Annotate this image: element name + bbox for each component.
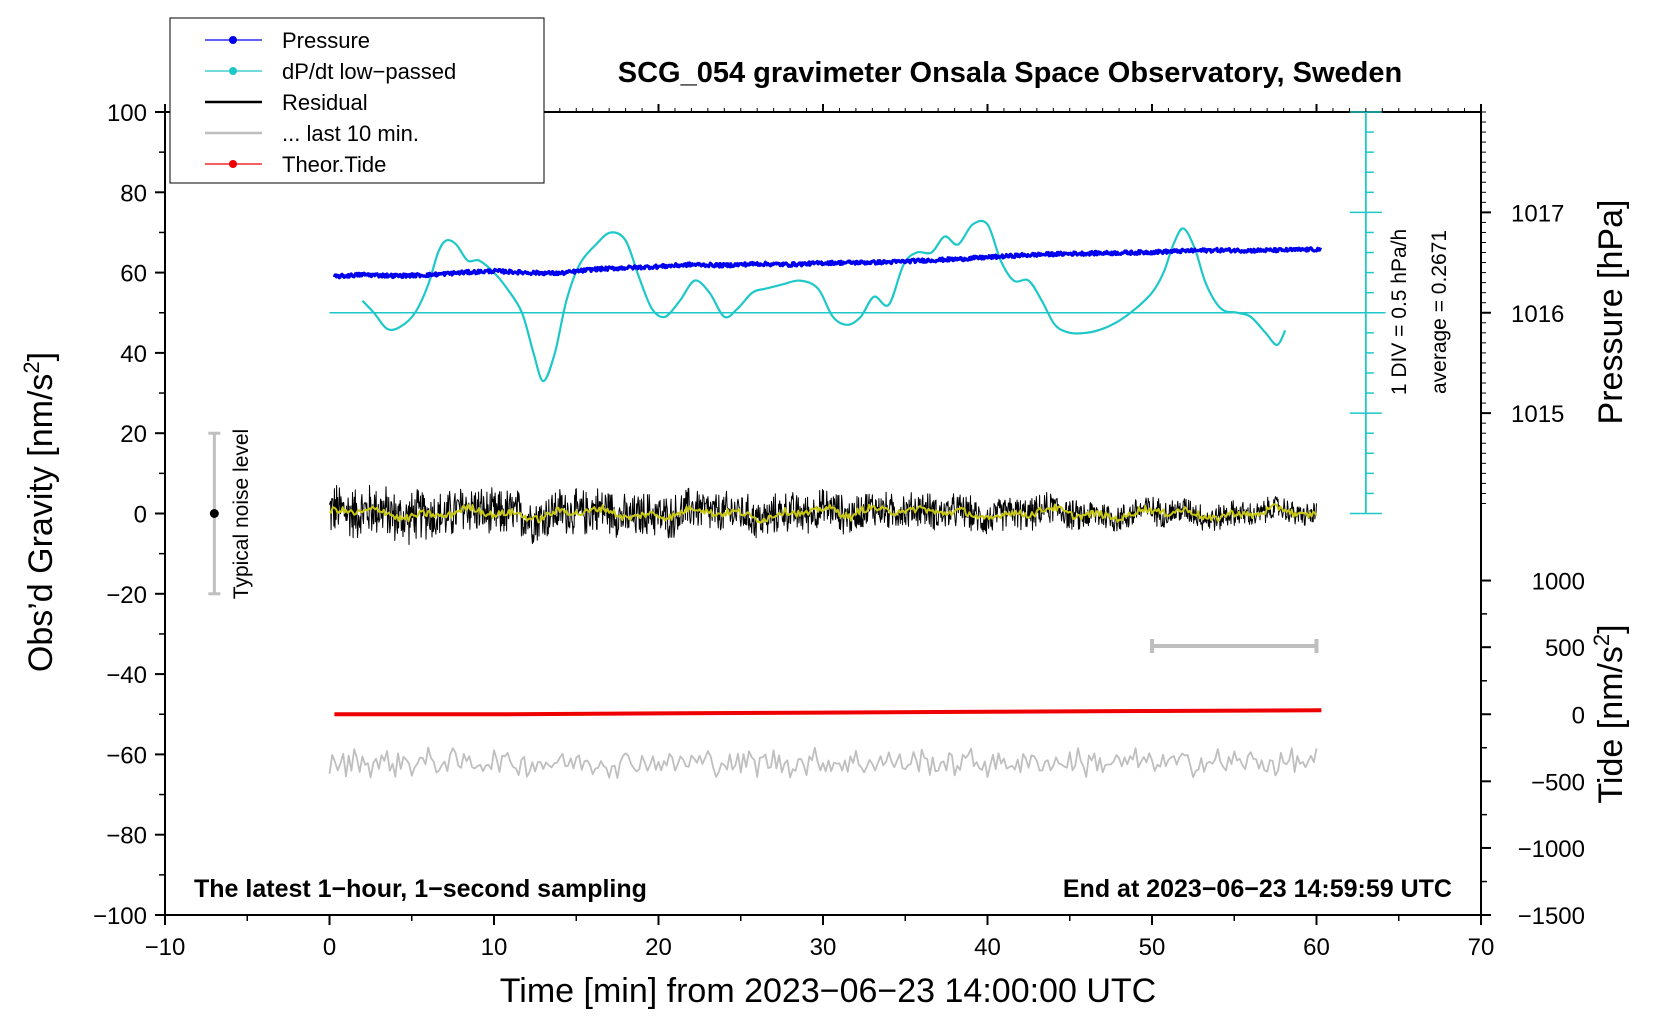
x-tick-label: 20 [645,934,672,961]
tide-tick-label: 0 [1572,702,1585,729]
noise-bar-center [209,509,219,518]
pressure-line [332,246,1322,280]
legend-entries: Pressure dP/dt low−passed Residual ... last… [205,28,456,177]
average-label: average = 0.2671 [1428,230,1451,394]
x-tick-label: 0 [323,934,336,961]
chart-title: SCG_054 gravimeter Onsala Space Observat… [618,57,1402,89]
legend-marker [229,36,237,44]
pressure-tick-label: 1015 [1511,401,1564,428]
pressure-axis-title: Pressure [hPa] [1592,200,1630,425]
annotation-bottom-left: The latest 1−hour, 1−second sampling [194,875,647,903]
x-tick-label: 10 [481,934,508,961]
annotation-bottom-right: End at 2023−06−23 14:59:59 UTC [1063,875,1452,903]
y-axis-title-close: ] [22,352,60,361]
y-tick-label: −60 [106,742,147,769]
legend-box [169,17,545,184]
x-axis-title: Time [min] from 2023−06−23 14:00:00 UTC [500,972,1156,1010]
tide-axis-title: Tide [nm/s2] [1589,624,1630,803]
y-axis-title-sup: 2 [19,361,44,373]
y-tick-label: 0 [134,502,147,529]
y-tick-label: −80 [106,823,147,850]
legend: Pressure dP/dt low−passed Residual ... last… [169,17,545,184]
y-tick-label: −20 [106,582,147,609]
legend-label: Theor.Tide [282,152,386,177]
residual-smoothed-series [328,503,1318,524]
x-tick-label: 40 [974,934,1001,961]
div-label: 1 DIV = 0.5 hPa/h [1388,229,1411,395]
pressure-tick-label: 1017 [1511,200,1564,227]
y-tick-label: 60 [120,261,147,288]
noise-label: Typical noise level [230,429,253,599]
y-axis-pressure: 1015 1016 1017 [1481,111,1564,504]
tide-axis-title-close: ] [1592,624,1630,633]
x-tick-label: 30 [810,934,837,961]
x-axis: −10 0 10 20 30 40 50 60 70 [145,104,1495,961]
residual-smoothed-line [328,503,1318,524]
tide-tick-label: 1000 [1532,569,1585,596]
legend-label: Pressure [282,28,370,53]
dpdt-line [361,219,1287,383]
last-10-min-series [328,746,1318,779]
tide-axis-title-sup: 2 [1589,634,1614,646]
legend-label: dP/dt low−passed [282,59,456,84]
noise-bar [208,431,221,596]
y-axis-tide: −1500 −1000 −500 0 500 1000 [1481,569,1585,930]
tide-tick-label: 500 [1545,635,1585,662]
y-axis-title-main: Obs’d Gravity [nm/s [22,374,60,673]
y-tick-label: −100 [93,903,147,930]
y-tick-label: 20 [120,421,147,448]
y-tick-label: 80 [120,180,147,207]
tide-axis-title-main: Tide [nm/s [1592,646,1630,803]
legend-marker [229,67,237,75]
tide-tick-label: −1500 [1518,903,1585,930]
theor-tide-series [334,708,1322,717]
pressure-series [332,246,1322,280]
last-10-min-line [328,746,1318,779]
x-tick-label: 50 [1139,934,1166,961]
y-tick-label: 40 [120,341,147,368]
y-axis-title: Obs’d Gravity [nm/s2] [19,352,60,672]
tide-line [334,708,1322,717]
tide-tick-label: −500 [1531,769,1585,796]
pressure-tick-label: 1016 [1511,301,1564,328]
x-tick-label: −10 [145,934,186,961]
y-tick-label: 100 [107,100,147,127]
legend-marker [229,160,237,168]
dpdt-scale-bar [1349,111,1382,515]
y-tick-label: −40 [106,662,147,689]
legend-label: ... last 10 min. [282,121,419,146]
dpdt-series [329,219,1386,383]
x-tick-label: 70 [1468,934,1495,961]
tide-tick-label: −1000 [1518,836,1585,863]
y-axis-gravity: −100 −80 −60 −40 −20 0 20 40 60 80 100 [93,100,165,930]
ten-minute-bar [1150,638,1319,653]
x-tick-label: 60 [1303,934,1330,961]
legend-label: Residual [282,90,368,115]
